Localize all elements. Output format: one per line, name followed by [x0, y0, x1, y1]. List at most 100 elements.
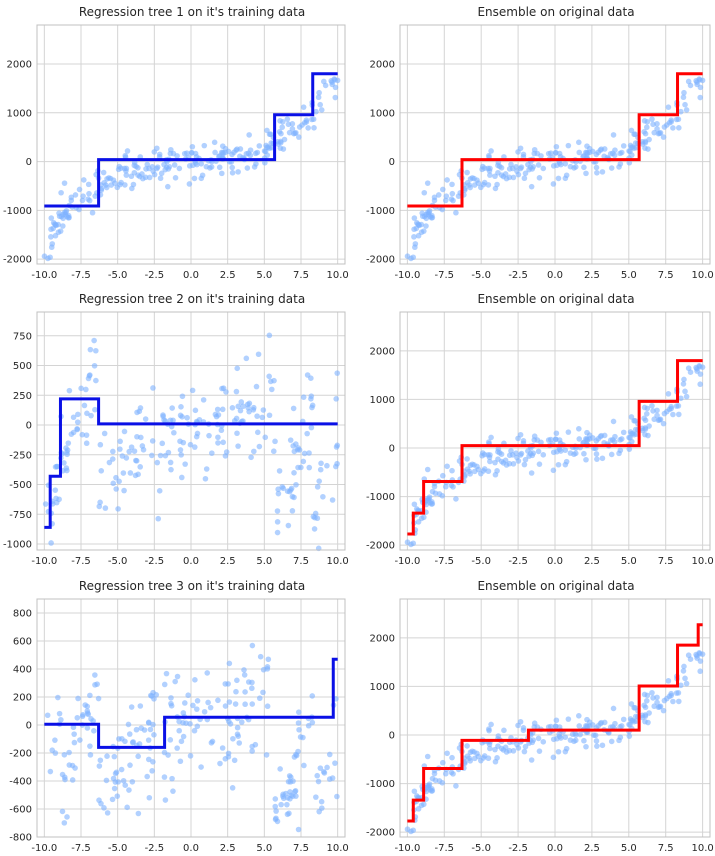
data-point — [645, 146, 651, 152]
data-point — [161, 774, 168, 780]
data-point — [315, 778, 322, 785]
x-tick-label: -2.5 — [145, 556, 165, 567]
data-point — [92, 193, 99, 199]
data-point — [632, 713, 639, 720]
data-point — [553, 143, 560, 150]
data-point — [301, 450, 308, 457]
data-point — [100, 169, 107, 176]
x-tick-label: 7.5 — [293, 270, 309, 281]
data-point — [550, 467, 557, 474]
data-point — [538, 153, 544, 159]
data-point — [131, 169, 138, 176]
data-point — [78, 385, 84, 392]
data-point — [162, 797, 169, 803]
data-point — [576, 426, 582, 432]
data-point — [229, 405, 236, 411]
data-point — [225, 750, 232, 757]
data-point — [449, 181, 455, 188]
data-point — [270, 448, 277, 455]
data-point — [214, 406, 221, 413]
data-point — [285, 522, 292, 529]
data-point — [93, 347, 99, 354]
data-point — [444, 177, 450, 183]
data-point — [134, 409, 140, 416]
data-point — [676, 411, 682, 418]
data-point — [479, 166, 485, 173]
y-tick-label: -250 — [9, 450, 32, 461]
data-point — [411, 215, 418, 221]
data-point — [83, 440, 90, 447]
data-point — [670, 125, 676, 131]
data-point — [255, 351, 262, 358]
x-tick-label: -5.0 — [471, 270, 491, 281]
data-point — [234, 365, 241, 372]
data-point — [610, 132, 617, 138]
data-point — [211, 139, 218, 146]
data-point — [218, 149, 225, 156]
data-point — [440, 759, 446, 766]
data-point — [448, 482, 455, 489]
data-point — [219, 143, 226, 149]
data-point — [515, 722, 521, 729]
y-tick-label: 800 — [13, 609, 32, 620]
data-point — [71, 731, 77, 737]
data-point — [306, 464, 313, 471]
data-point — [418, 229, 425, 236]
data-point — [110, 448, 116, 455]
data-point — [576, 149, 583, 156]
data-point — [601, 153, 607, 160]
data-point — [64, 447, 71, 453]
data-point — [74, 714, 81, 721]
data-point — [116, 736, 122, 742]
data-point — [145, 719, 152, 726]
data-point — [421, 189, 428, 196]
data-point — [198, 764, 204, 770]
data-point — [47, 768, 54, 775]
data-point — [682, 388, 688, 395]
data-point — [189, 143, 196, 150]
data-point — [514, 454, 520, 461]
data-point — [153, 691, 160, 698]
x-tick-label: 2.5 — [584, 270, 600, 281]
data-point — [296, 134, 302, 140]
x-tick-label: -5.0 — [108, 556, 128, 567]
x-tick-label: 2.5 — [220, 843, 236, 854]
data-point — [176, 727, 182, 734]
data-point — [318, 107, 325, 113]
data-point — [137, 703, 144, 709]
data-point — [495, 456, 501, 462]
data-point — [284, 488, 291, 494]
data-point — [101, 430, 108, 437]
data-point — [317, 466, 324, 473]
data-point — [469, 175, 476, 181]
data-point — [215, 697, 221, 704]
data-point — [251, 164, 258, 170]
data-point — [276, 129, 283, 135]
data-point — [222, 703, 229, 709]
data-point — [127, 762, 133, 768]
y-tick-label: 250 — [13, 391, 32, 402]
data-point — [408, 541, 414, 548]
x-tick-label: 10.0 — [327, 270, 349, 281]
data-point — [157, 175, 164, 182]
data-point — [553, 430, 560, 437]
data-point — [86, 190, 92, 197]
data-point — [584, 143, 590, 149]
data-point — [274, 529, 281, 536]
data-point — [620, 143, 627, 149]
data-point — [311, 526, 318, 532]
data-point — [678, 395, 684, 402]
data-point — [103, 182, 109, 188]
data-point — [547, 150, 554, 156]
x-tick-label: -5.0 — [108, 270, 128, 281]
data-point — [122, 782, 129, 788]
data-point — [142, 174, 149, 181]
data-point — [129, 185, 135, 192]
data-point — [550, 181, 557, 187]
data-point — [176, 165, 183, 172]
data-point — [192, 407, 199, 414]
data-point — [283, 790, 289, 797]
data-point — [151, 731, 157, 738]
data-point — [82, 702, 88, 708]
data-point — [120, 470, 127, 476]
